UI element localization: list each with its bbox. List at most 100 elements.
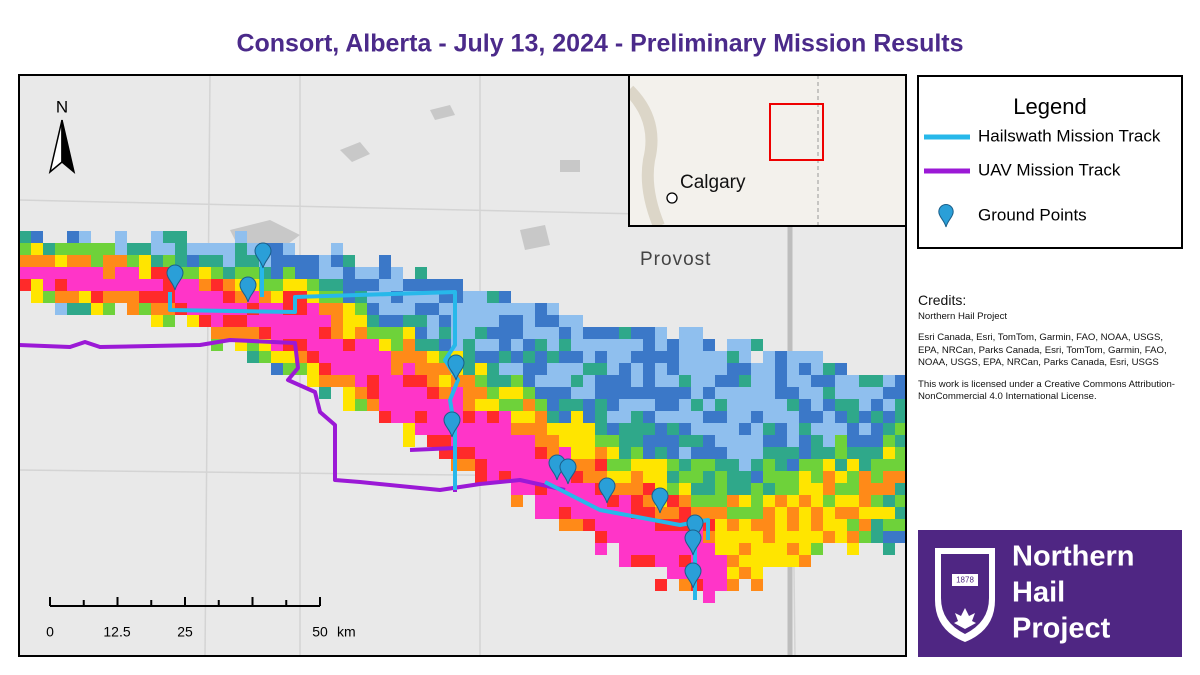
hail-cell <box>247 267 259 279</box>
hail-cell <box>607 399 619 411</box>
hail-cell <box>427 279 439 291</box>
hail-cell <box>283 291 295 303</box>
hail-cell <box>775 471 787 483</box>
hail-cell <box>811 423 823 435</box>
credits-text: Esri Canada, Esri, TomTom, Garmin, FAO, … <box>918 332 1167 368</box>
hail-cell <box>475 291 487 303</box>
hail-cell <box>115 267 127 279</box>
hail-cell <box>715 567 727 579</box>
hail-cell <box>187 291 199 303</box>
hail-cell <box>667 483 679 495</box>
ground-point <box>447 354 465 381</box>
hail-cell <box>535 315 547 327</box>
hail-cell <box>187 267 199 279</box>
hail-cell <box>271 243 283 255</box>
hail-cell <box>475 387 487 399</box>
hail-cell <box>715 543 727 555</box>
hail-cell <box>751 507 763 519</box>
hail-cell <box>55 243 67 255</box>
hail-cell <box>199 291 211 303</box>
hail-cell <box>655 423 667 435</box>
hail-cell <box>283 363 295 375</box>
hail-cell <box>379 255 391 267</box>
hail-cell <box>655 435 667 447</box>
hail-cell <box>895 399 906 411</box>
hail-cell <box>811 519 823 531</box>
hail-cell <box>859 411 871 423</box>
hail-cell <box>463 291 475 303</box>
hail-cell <box>367 351 379 363</box>
hail-cell <box>763 531 775 543</box>
hail-cell <box>379 375 391 387</box>
hail-cell <box>823 495 835 507</box>
hail-cell <box>127 267 139 279</box>
hail-cell <box>463 351 475 363</box>
hail-cell <box>799 531 811 543</box>
hail-cell <box>79 243 91 255</box>
hail-cell <box>847 507 859 519</box>
hail-cell <box>271 279 283 291</box>
hail-cell <box>187 255 199 267</box>
hail-cell <box>643 423 655 435</box>
hail-cell <box>379 411 391 423</box>
hail-cell <box>607 351 619 363</box>
hail-cell <box>583 423 595 435</box>
hail-cell <box>715 423 727 435</box>
hail-cell <box>559 423 571 435</box>
legend-title: Legend <box>1013 94 1086 119</box>
hail-cell <box>523 483 535 495</box>
hail-cell <box>631 327 643 339</box>
hail-cell <box>583 363 595 375</box>
logo-line: Hail <box>1012 577 1065 609</box>
hail-cell <box>667 411 679 423</box>
hail-cell <box>283 315 295 327</box>
hail-cell <box>355 303 367 315</box>
hail-cell <box>835 363 847 375</box>
hail-cell <box>415 327 427 339</box>
hail-cell <box>487 447 499 459</box>
hail-cell <box>511 303 523 315</box>
track <box>19 338 566 492</box>
hail-cell <box>403 363 415 375</box>
hail-cell <box>895 435 906 447</box>
hail-cell <box>415 423 427 435</box>
hail-cell <box>727 447 739 459</box>
hail-cell <box>631 435 643 447</box>
hail-cell <box>295 279 307 291</box>
hail-cell <box>319 267 331 279</box>
hail-cell <box>703 555 715 567</box>
hail-cell <box>811 351 823 363</box>
hail-cell <box>811 363 823 375</box>
hail-cell <box>619 435 631 447</box>
hail-cell <box>235 231 247 243</box>
hail-cell <box>739 447 751 459</box>
hail-cell <box>751 399 763 411</box>
hail-cell <box>223 255 235 267</box>
hail-cell <box>607 387 619 399</box>
hail-cell <box>379 351 391 363</box>
hail-cell <box>223 315 235 327</box>
hail-cell <box>523 447 535 459</box>
hail-cell <box>403 423 415 435</box>
hail-cell <box>739 399 751 411</box>
hail-cell <box>691 327 703 339</box>
hail-cell <box>583 339 595 351</box>
hail-cell <box>379 279 391 291</box>
hail-cell <box>667 375 679 387</box>
hail-cell <box>715 579 727 591</box>
hail-cell <box>739 483 751 495</box>
hail-cell <box>319 387 331 399</box>
hail-cell <box>535 423 547 435</box>
hail-cell <box>679 483 691 495</box>
ground-point <box>686 514 704 541</box>
hail-cell <box>439 399 451 411</box>
hail-cell <box>403 435 415 447</box>
hail-swath <box>19 231 906 603</box>
hail-cell <box>775 459 787 471</box>
hail-cell <box>31 279 43 291</box>
hail-cell <box>847 435 859 447</box>
hail-cell <box>223 327 235 339</box>
hail-cell <box>739 543 751 555</box>
hail-cell <box>727 495 739 507</box>
hail-cell <box>859 423 871 435</box>
